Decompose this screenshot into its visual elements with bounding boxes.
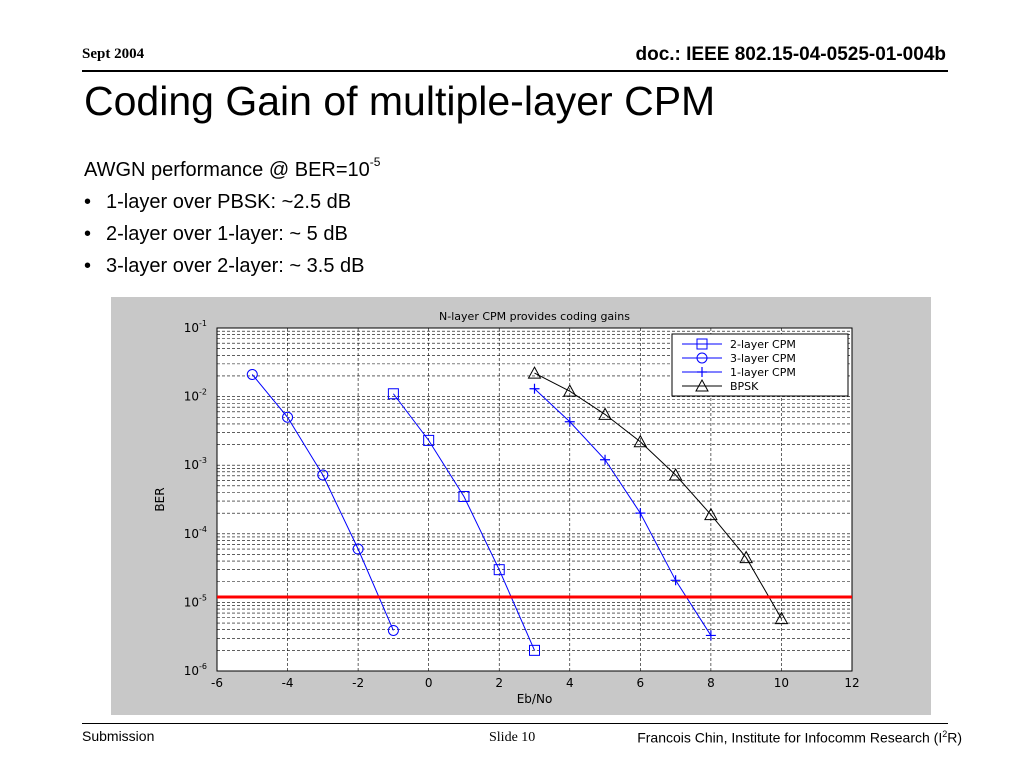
- data-point: [246, 368, 258, 380]
- data-point: [282, 411, 294, 423]
- data-point: [387, 388, 399, 400]
- series-line: [251, 374, 394, 631]
- legend-label: 3-layer CPM: [730, 352, 796, 365]
- data-point: [493, 564, 505, 576]
- data-point: [670, 575, 681, 586]
- x-tick-label: 0: [425, 676, 433, 690]
- intro-lead: AWGN performance @ BER=10-5: [84, 156, 380, 186]
- footer-author: Francois Chin, Institute for Infocomm Re…: [637, 729, 962, 746]
- legend-swatch-marker: [696, 338, 708, 350]
- legend-label: 2-layer CPM: [730, 338, 796, 351]
- bullet-dot: •: [84, 255, 92, 277]
- data-point: [562, 384, 577, 397]
- data-point: [458, 490, 470, 502]
- x-tick-label: -6: [211, 676, 223, 690]
- data-point: [633, 434, 648, 448]
- series-1-layer-cpm: [529, 383, 716, 641]
- x-tick-label: 6: [637, 676, 645, 690]
- data-point: [529, 644, 540, 656]
- legend-label: 1-layer CPM: [730, 366, 796, 379]
- data-point: [387, 624, 399, 636]
- data-point: [598, 407, 612, 420]
- y-tick-label: 10-4: [184, 525, 207, 541]
- bullet-text: 1-layer over PBSK: ~2.5 dB: [106, 191, 352, 213]
- bullet-text: 2-layer over 1-layer: ~ 5 dB: [106, 223, 348, 245]
- legend-item: 2-layer CPM: [682, 338, 796, 351]
- y-tick-label: 10-3: [184, 456, 207, 472]
- footer-author-end: R): [947, 729, 962, 746]
- bullet-list: • 1-layer over PBSK: ~2.5 dB • 2-layer ove…: [84, 186, 380, 282]
- slide-body: AWGN performance @ BER=10-5 • 1-layer ove…: [84, 156, 380, 282]
- x-tick-label: 8: [707, 676, 715, 690]
- footer-submission: Submission: [82, 728, 155, 744]
- bullet-dot: •: [84, 223, 92, 245]
- footer-rule: [82, 723, 948, 724]
- legend-swatch-marker: [696, 352, 708, 364]
- footer-author-text: Francois Chin, Institute for Infocomm Re…: [637, 729, 943, 746]
- data-point: [423, 434, 435, 446]
- data-point: [527, 366, 542, 379]
- y-axis-label: BER: [153, 487, 167, 511]
- intro-lead-text: AWGN performance @ BER=10: [84, 159, 370, 181]
- legend-item: BPSK: [682, 378, 759, 393]
- data-point: [352, 543, 364, 555]
- bullet-item: • 2-layer over 1-layer: ~ 5 dB: [84, 218, 380, 250]
- series-bpsk: [527, 366, 789, 625]
- footer-slide-number: Slide 10: [489, 730, 536, 745]
- series-3-layer-cpm: [246, 368, 399, 636]
- y-tick-label: 10-1: [184, 319, 207, 335]
- x-tick-label: 4: [566, 676, 574, 690]
- legend-item: 1-layer CPM: [682, 366, 796, 379]
- legend-swatch-marker: [695, 378, 709, 392]
- series-line: [534, 388, 712, 636]
- header-rule: [82, 70, 948, 72]
- header-date: Sept 2004: [82, 46, 145, 62]
- x-tick-label: 10: [774, 676, 789, 690]
- x-axis-label: Eb/No: [517, 692, 553, 706]
- data-point: [635, 508, 646, 519]
- legend-item: 3-layer CPM: [682, 352, 796, 365]
- bullet-dot: •: [84, 191, 92, 213]
- legend-swatch-marker: [697, 367, 707, 377]
- y-tick-label: 10-2: [184, 388, 207, 404]
- x-tick-label: -4: [282, 676, 294, 690]
- y-tick-label: 10-6: [184, 662, 207, 678]
- data-point: [704, 507, 718, 521]
- data-point: [668, 467, 683, 481]
- data-point: [317, 469, 329, 481]
- slide-title: Coding Gain of multiple-layer CPM: [84, 78, 716, 124]
- legend-label: BPSK: [730, 380, 759, 393]
- x-tick-label: 12: [844, 676, 859, 690]
- chart-figure: N-layer CPM provides coding gains -6 -4 -2 0…: [111, 297, 931, 715]
- data-point: [739, 550, 754, 564]
- data-point: [705, 630, 716, 641]
- x-tick-label: 2: [495, 676, 503, 690]
- plot-frame: [216, 327, 853, 672]
- data-point: [529, 383, 540, 394]
- bullet-item: • 1-layer over PBSK: ~2.5 dB: [84, 186, 380, 218]
- chart-title: N-layer CPM provides coding gains: [439, 310, 630, 323]
- data-point: [564, 416, 575, 427]
- intro-lead-exponent: -5: [369, 155, 381, 169]
- data-point: [774, 611, 789, 625]
- header-doc-id: doc.: IEEE 802.15-04-0525-01-004b: [635, 44, 946, 65]
- grid-lines: [217, 328, 852, 671]
- data-point: [600, 454, 611, 465]
- y-tick-label: 10-5: [184, 593, 207, 609]
- x-tick-label: -2: [352, 676, 364, 690]
- footer-author-sup: 2: [942, 729, 948, 739]
- ber-chart: N-layer CPM provides coding gains -6 -4 -2 0…: [153, 310, 860, 706]
- bullet-item: • 3-layer over 2-layer: ~ 3.5 dB: [84, 250, 380, 282]
- bullet-text: 3-layer over 2-layer: ~ 3.5 dB: [106, 255, 365, 277]
